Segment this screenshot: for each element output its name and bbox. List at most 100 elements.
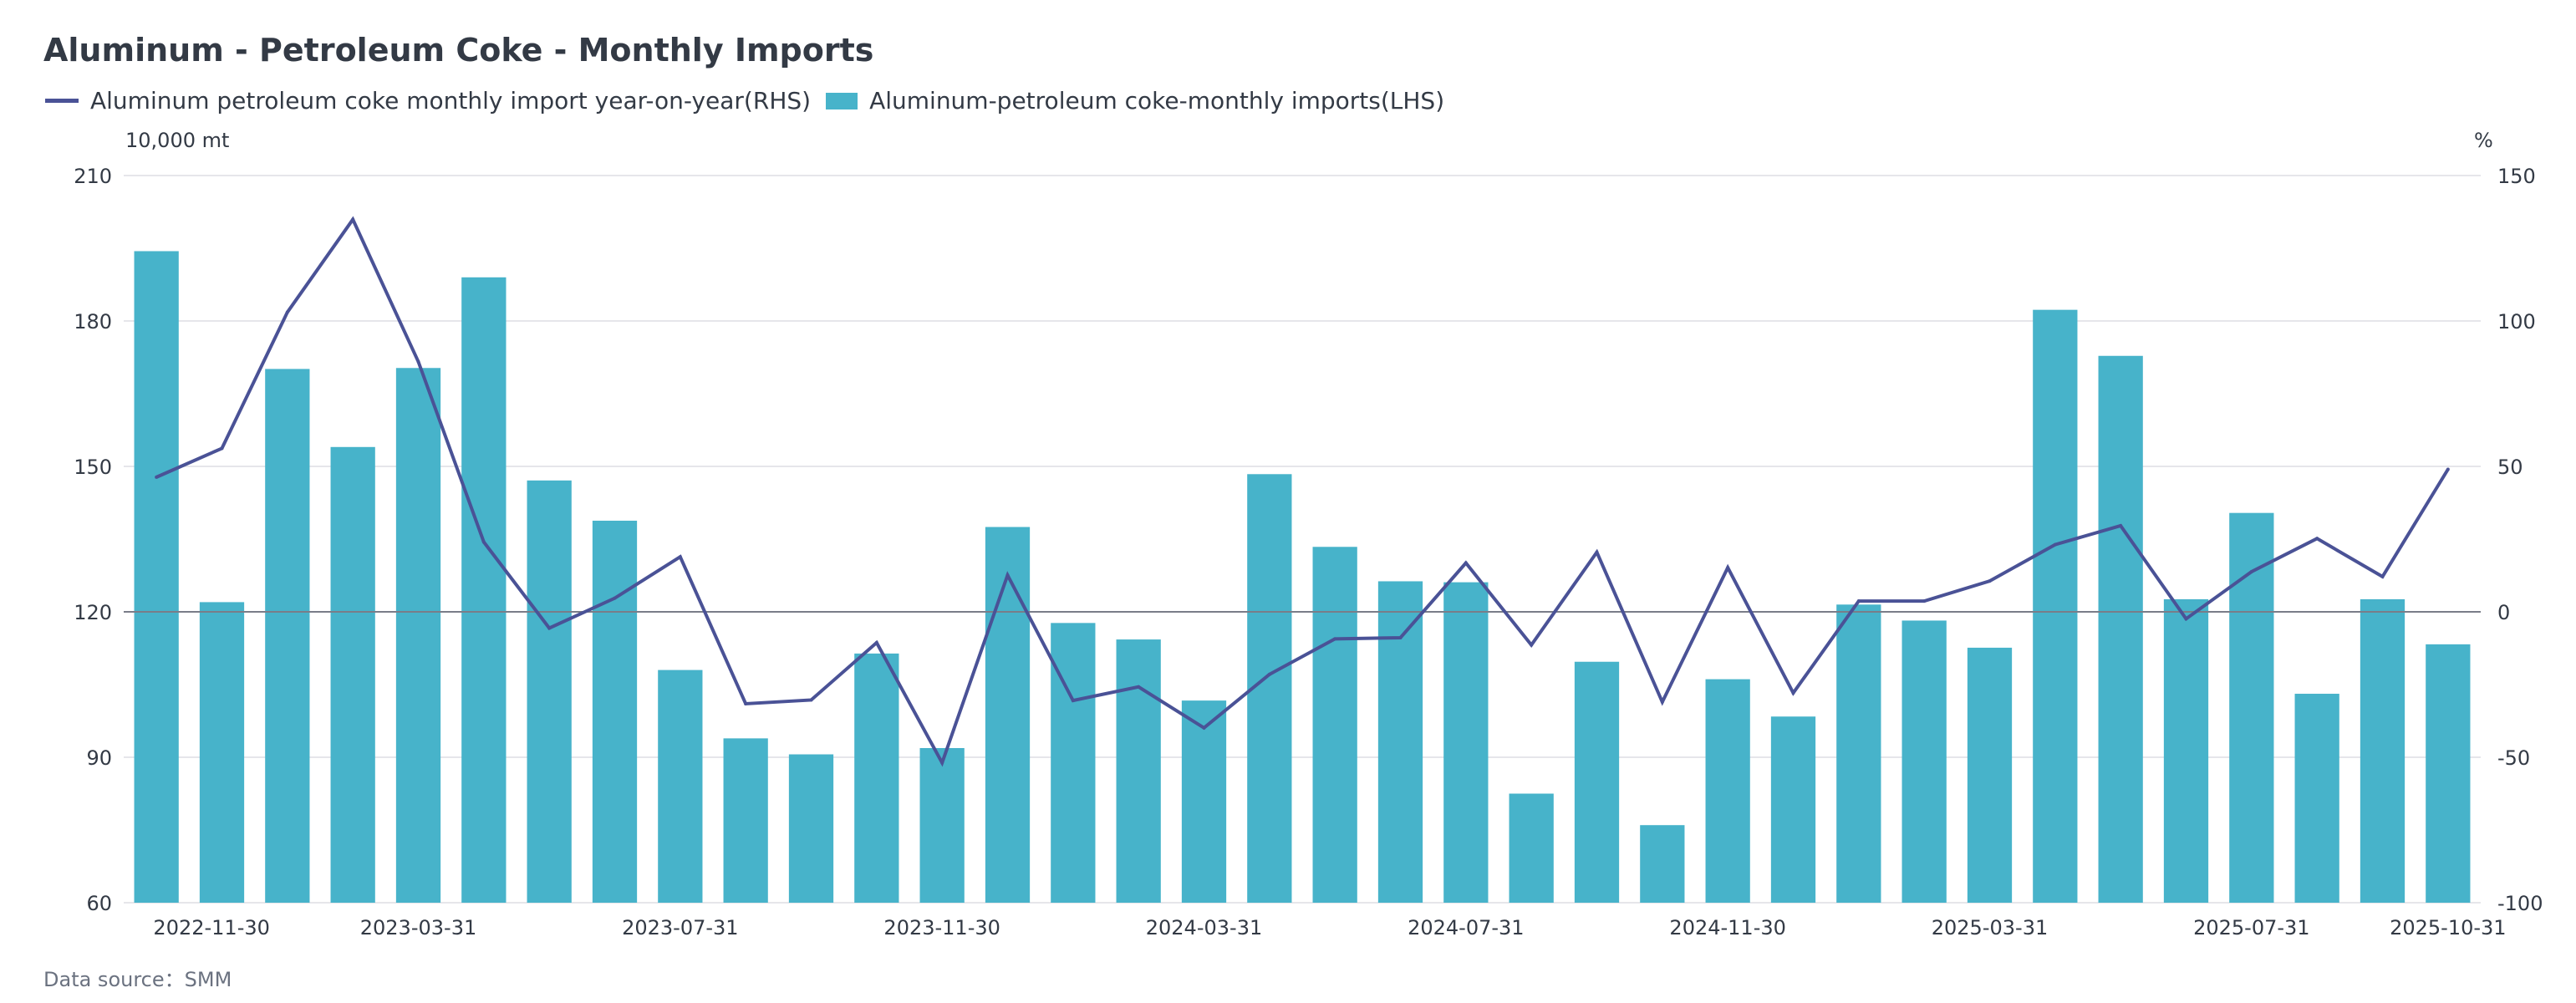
bar-2023-01-31[interactable] (265, 369, 310, 903)
yoy-point-2023-10-31[interactable] (874, 640, 878, 644)
left-tick-label: 120 (74, 601, 112, 624)
x-tick-label: 2022-11-30 (153, 916, 269, 939)
left-axis-unit: 10,000 mt (125, 129, 230, 152)
data-source: Data source：SMM (43, 968, 232, 991)
yoy-line[interactable] (155, 216, 2450, 767)
bar-2023-09-30[interactable] (788, 754, 834, 903)
yoy-point-2024-07-31[interactable] (1464, 561, 1468, 565)
bar-2024-07-31[interactable] (1443, 582, 1489, 903)
yoy-point-2023-03-31[interactable] (416, 359, 420, 364)
yoy-point-2024-04-30[interactable] (1267, 672, 1271, 676)
right-tick-label: 100 (2497, 310, 2536, 333)
bar-2023-05-31[interactable] (527, 480, 572, 903)
yoy-point-2025-03-31[interactable] (1988, 579, 1992, 583)
bar-2024-01-31[interactable] (1051, 623, 1096, 903)
bar-2023-02-28[interactable] (330, 446, 375, 903)
yoy-point-2024-05-31[interactable] (1333, 637, 1337, 641)
yoy-point-2024-03-31[interactable] (1202, 726, 1206, 730)
bar-2025-05-31[interactable] (2098, 355, 2143, 903)
legend-bar-swatch-icon (826, 92, 858, 109)
yoy-point-2023-07-31[interactable] (678, 555, 682, 559)
right-tick-label: -50 (2497, 746, 2530, 770)
yoy-point-2025-02-28[interactable] (1922, 599, 1927, 603)
legend-label-imports: Aluminum-petroleum coke-monthly imports(… (869, 87, 1445, 115)
bar-2025-02-28[interactable] (1901, 620, 1947, 903)
bar-2024-09-30[interactable] (1574, 661, 1620, 903)
bar-2023-03-31[interactable] (395, 368, 441, 903)
right-axis-unit: % (2474, 129, 2493, 152)
bar-2024-11-30[interactable] (1705, 679, 1750, 903)
yoy-point-2023-08-31[interactable] (744, 701, 748, 705)
yoy-point-2025-06-30[interactable] (2184, 617, 2188, 621)
bar-2023-08-31[interactable] (723, 738, 768, 903)
bar-2024-06-30[interactable] (1377, 581, 1423, 903)
yoy-point-2024-12-31[interactable] (1791, 691, 1795, 695)
yoy-point-2024-11-30[interactable] (1726, 566, 1730, 570)
left-tick-label: 90 (86, 746, 112, 770)
left-tick-label: 210 (74, 165, 112, 188)
bar-2025-03-31[interactable] (1967, 647, 2013, 903)
yoy-point-2024-01-31[interactable] (1071, 699, 1075, 703)
x-tick-label: 2025-07-31 (2193, 916, 2309, 939)
yoy-point-2025-09-30[interactable] (2380, 574, 2385, 578)
bar-2022-12-31[interactable] (199, 602, 245, 903)
bar-2025-01-31[interactable] (1836, 604, 1881, 903)
bar-2023-11-30[interactable] (919, 747, 965, 903)
bar-2023-06-30[interactable] (592, 520, 638, 903)
left-tick-label: 150 (74, 456, 112, 479)
yoy-point-2023-01-31[interactable] (285, 310, 289, 314)
x-tick-label: 2024-11-30 (1669, 916, 1785, 939)
bar-2023-12-31[interactable] (985, 527, 1031, 904)
yoy-point-2024-08-31[interactable] (1530, 643, 1534, 647)
bar-2024-10-31[interactable] (1640, 825, 1685, 903)
yoy-point-2022-12-31[interactable] (220, 446, 224, 451)
yoy-point-2023-11-30[interactable] (940, 761, 944, 765)
x-tick-label: 2023-11-30 (883, 916, 1000, 939)
bar-2023-04-30[interactable] (461, 277, 507, 903)
bar-2024-12-31[interactable] (1770, 716, 1816, 903)
bar-2025-04-30[interactable] (2033, 309, 2078, 903)
yoy-point-2025-01-31[interactable] (1856, 599, 1861, 603)
yoy-point-2025-10-31[interactable] (2446, 467, 2450, 471)
x-tick-label: 2023-07-31 (622, 916, 738, 939)
bar-2023-07-31[interactable] (658, 670, 703, 903)
right-tick-label: 150 (2497, 165, 2536, 188)
legend-item-yoy[interactable]: Aluminum petroleum coke monthly import y… (45, 87, 811, 115)
bar-2024-08-31[interactable] (1509, 793, 1554, 904)
right-axis-ticks: 150 100 50 0 -50 -100 (2497, 165, 2543, 915)
yoy-point-2024-09-30[interactable] (1595, 550, 1599, 554)
yoy-point-2023-06-30[interactable] (613, 596, 617, 600)
yoy-point-2025-04-30[interactable] (2053, 542, 2057, 547)
yoy-point-2025-05-31[interactable] (2119, 523, 2123, 527)
bar-2024-03-31[interactable] (1181, 700, 1227, 903)
yoy-point-2025-07-31[interactable] (2249, 569, 2253, 573)
yoy-point-2025-08-31[interactable] (2315, 537, 2319, 541)
bar-2022-11-30[interactable] (134, 251, 179, 904)
line-series (155, 216, 2450, 767)
yoy-point-2022-11-30[interactable] (155, 475, 159, 479)
bar-2025-09-30[interactable] (2360, 598, 2405, 903)
bar-2025-10-31[interactable] (2426, 644, 2471, 903)
bar-2025-07-31[interactable] (2229, 512, 2274, 903)
yoy-point-2024-02-29[interactable] (1137, 685, 1141, 689)
bar-2023-10-31[interactable] (854, 653, 899, 903)
bar-2024-02-29[interactable] (1116, 639, 1161, 903)
yoy-point-2024-06-30[interactable] (1398, 635, 1403, 639)
yoy-point-2023-04-30[interactable] (481, 540, 486, 544)
bar-2025-06-30[interactable] (2163, 598, 2209, 903)
x-tick-label: 2023-03-31 (360, 916, 476, 939)
yoy-point-2023-09-30[interactable] (809, 698, 813, 702)
yoy-point-2024-10-31[interactable] (1660, 700, 1664, 704)
yoy-point-2023-05-31[interactable] (547, 626, 552, 630)
right-tick-label: 0 (2497, 601, 2510, 624)
right-tick-label: 50 (2497, 456, 2523, 479)
bar-2024-05-31[interactable] (1312, 547, 1357, 903)
bar-2025-08-31[interactable] (2294, 694, 2339, 903)
legend-item-imports[interactable]: Aluminum-petroleum coke-monthly imports(… (826, 87, 1444, 115)
yoy-point-2023-12-31[interactable] (1005, 573, 1010, 578)
legend: Aluminum petroleum coke monthly import y… (45, 87, 1459, 115)
left-tick-label: 60 (86, 892, 112, 915)
yoy-point-2023-02-28[interactable] (351, 217, 355, 221)
left-tick-label: 180 (74, 310, 112, 333)
